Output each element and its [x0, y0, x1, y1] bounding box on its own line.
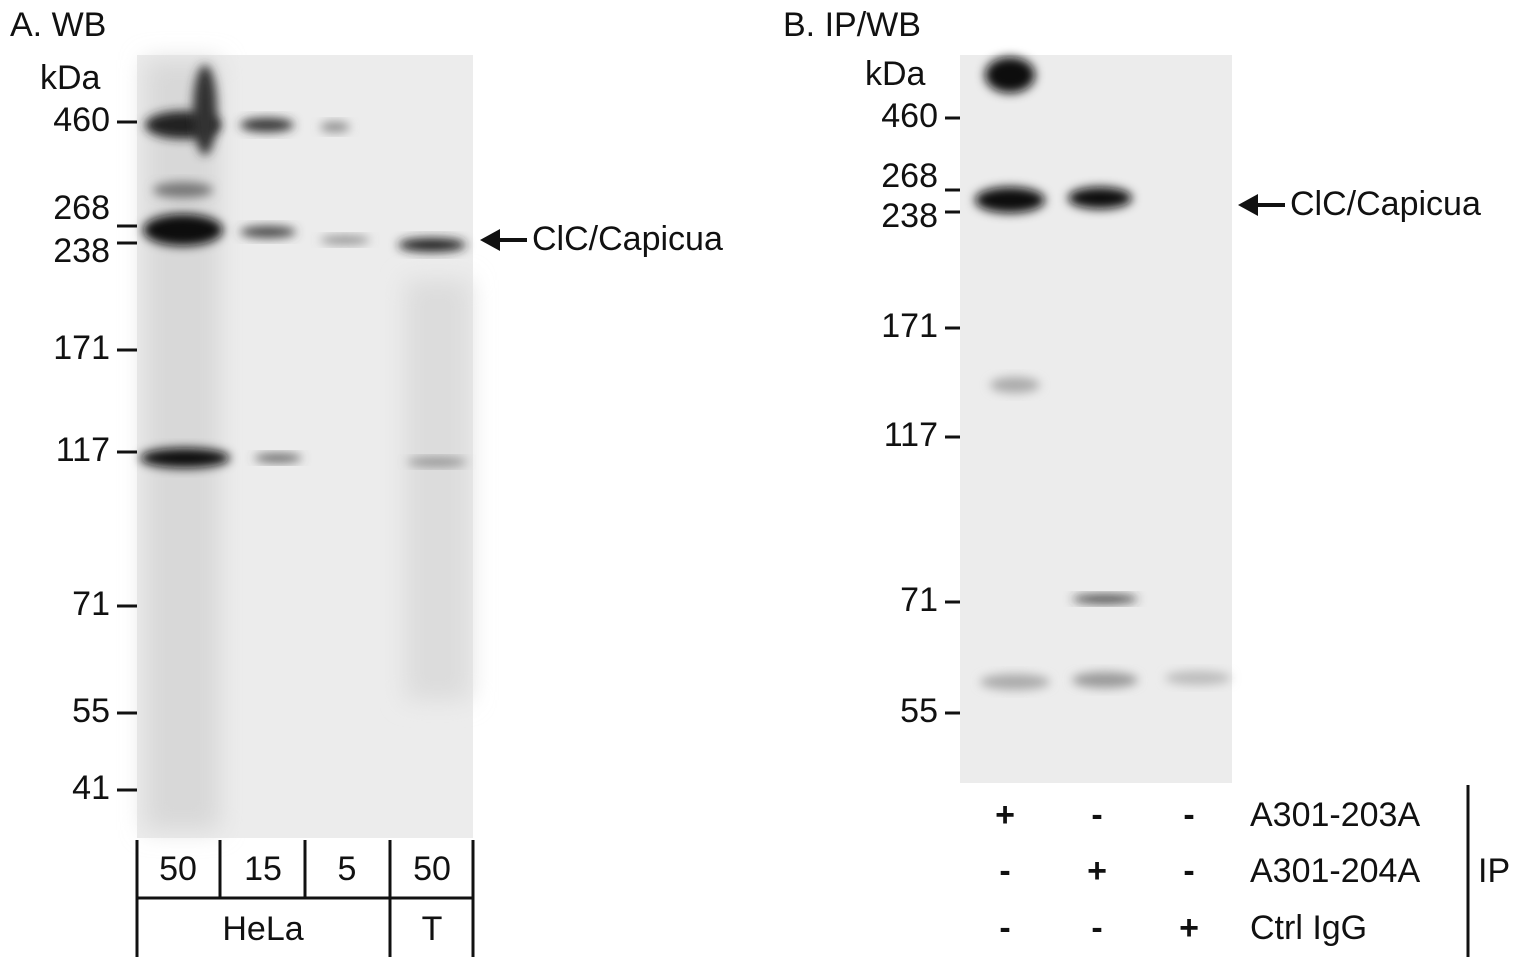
sign: - — [1091, 909, 1102, 947]
panel-title: B. IP/WB — [783, 6, 921, 44]
marker-label: 71 — [900, 581, 938, 619]
marker-label: 117 — [884, 416, 938, 454]
marker-label: 268 — [53, 189, 110, 227]
lane-label: 50 — [159, 850, 197, 888]
annotation: ClC/Capicua — [532, 220, 723, 258]
marker-label: 238 — [53, 232, 110, 270]
sign: + — [995, 796, 1015, 834]
arrow — [480, 194, 1285, 251]
panel-title: A. WB — [10, 6, 106, 44]
annotation: ClC/Capicua — [1290, 185, 1481, 223]
marker-label: 171 — [53, 329, 110, 367]
marker-label: 268 — [881, 157, 938, 195]
sign: - — [1183, 852, 1194, 890]
blot-a — [137, 55, 473, 838]
lane-label: 15 — [244, 850, 282, 888]
sign: - — [1183, 796, 1194, 834]
sign: - — [999, 909, 1010, 947]
group-label: HeLa — [222, 910, 303, 948]
unit-label: kDa — [865, 55, 926, 93]
row-label: A301-203A — [1250, 796, 1420, 834]
sign: - — [1091, 796, 1102, 834]
unit-label: kDa — [40, 59, 101, 97]
lane-label: 50 — [413, 850, 451, 888]
blot-b — [960, 55, 1232, 783]
sign: + — [1087, 852, 1107, 890]
marker-label: 41 — [72, 769, 110, 807]
marker-label: 238 — [881, 197, 938, 235]
lane-grid — [135, 785, 1470, 957]
marker-label: 117 — [56, 431, 110, 469]
marker-label: 460 — [53, 101, 110, 139]
marker-label: 460 — [881, 97, 938, 135]
marker-label: 55 — [72, 692, 110, 730]
sign: + — [1179, 909, 1199, 947]
marker-label: 71 — [72, 585, 110, 623]
marker-label: 55 — [900, 692, 938, 730]
group-label: T — [422, 910, 443, 948]
row-label: Ctrl IgG — [1250, 909, 1367, 947]
lane-label: 5 — [338, 850, 357, 888]
row-label: A301-204A — [1250, 852, 1420, 890]
side-label: IP — [1478, 852, 1510, 890]
marker-label: 171 — [881, 307, 938, 345]
sign: - — [999, 852, 1010, 890]
